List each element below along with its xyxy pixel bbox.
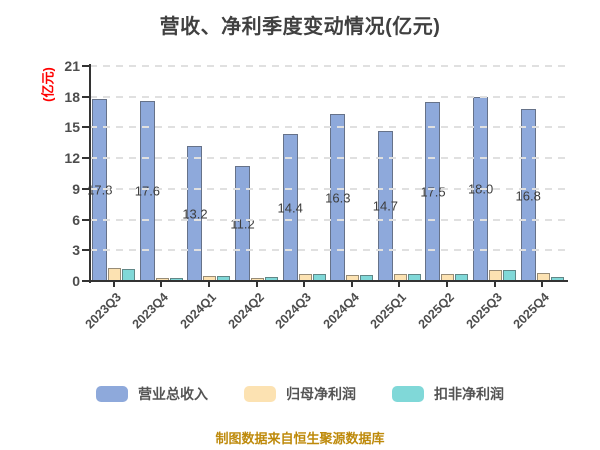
net-profit-bar — [441, 274, 455, 281]
y-tick-label: 18 — [64, 88, 80, 105]
x-tick — [541, 281, 544, 287]
x-tick — [160, 281, 163, 287]
y-tick-label: 15 — [64, 119, 80, 136]
bar-group-2025Q4: 16.8 — [516, 66, 566, 281]
legend-label-non-recurring-profit: 扣非净利润 — [434, 386, 504, 402]
non-recurring-profit-bar — [455, 274, 469, 281]
non-recurring-profit-swatch-icon — [392, 386, 424, 402]
bar-value-label: 17.8 — [87, 182, 113, 198]
chart-title: 营收、净利季度变动情况(亿元) — [159, 16, 441, 38]
bar-group-2024Q2: 11.2 — [230, 66, 281, 281]
net-profit-bar — [346, 275, 360, 281]
bar-group-2023Q3: 17.8 — [87, 66, 138, 281]
legend: 营业总收入 归母净利润 扣非净利润 — [0, 384, 600, 404]
gridline — [90, 187, 566, 190]
x-tick — [446, 281, 448, 287]
bar-value-label: 14.4 — [277, 200, 303, 216]
y-tick — [82, 218, 89, 221]
bar-value-label: 14.7 — [372, 198, 399, 214]
gridline — [90, 157, 566, 160]
bar-value-label: 16.8 — [515, 188, 541, 203]
y-tick — [82, 187, 89, 190]
non-recurring-profit-bar — [122, 269, 136, 281]
x-tick — [208, 281, 210, 287]
y-tick — [82, 157, 89, 160]
non-recurring-profit-bar — [312, 274, 326, 281]
net-profit-bar — [489, 269, 503, 281]
y-tick — [82, 126, 89, 129]
legend-label-revenue: 营业总收入 — [138, 386, 208, 402]
legend-label-net-profit: 归母净利润 — [286, 386, 356, 402]
non-recurring-profit-bar — [169, 277, 183, 281]
non-recurring-profit-bar — [503, 270, 517, 281]
net-profit-bar — [251, 277, 265, 281]
x-tick — [255, 281, 258, 287]
y-tick-label: 9 — [72, 180, 80, 197]
non-recurring-profit-bar — [550, 276, 564, 281]
revenue-swatch-icon — [96, 386, 128, 402]
non-recurring-profit-bar — [407, 274, 421, 281]
bar-value-label: 13.2 — [182, 206, 208, 222]
x-tick — [303, 281, 306, 287]
non-recurring-profit-bar — [265, 277, 279, 281]
net-profit-bar — [108, 268, 122, 281]
legend-item-revenue: 营业总收入 — [96, 384, 208, 404]
non-recurring-profit-bar — [217, 275, 231, 281]
y-axis-line — [89, 64, 91, 283]
y-tick-label: 0 — [72, 273, 80, 289]
net-profit-swatch-icon — [244, 386, 276, 402]
revenue-bar: 13.2 — [182, 145, 208, 281]
x-tick — [350, 281, 353, 287]
revenue-bar: 17.8 — [87, 98, 112, 281]
net-profit-bar — [298, 273, 312, 281]
y-tick — [82, 249, 89, 252]
bar-value-label: 17.5 — [420, 184, 446, 200]
bar-group-2024Q4: 16.3 — [325, 66, 376, 281]
y-tick — [82, 65, 89, 67]
bar-group-2023Q4: 17.6 — [135, 66, 186, 281]
revenue-bar: 14.4 — [278, 133, 303, 281]
y-tick — [82, 280, 89, 282]
x-tick — [398, 281, 401, 287]
y-tick-label: 21 — [64, 58, 80, 74]
gridline — [90, 126, 566, 129]
gridline — [90, 218, 566, 221]
net-profit-bar — [536, 273, 550, 281]
net-profit-bar — [155, 277, 169, 281]
gridline — [90, 65, 566, 67]
legend-item-net-profit: 归母净利润 — [244, 384, 356, 404]
y-tick-label: 6 — [72, 211, 80, 228]
x-axis-line — [88, 280, 568, 282]
gridline — [90, 249, 566, 252]
legend-item-non-recurring-profit: 扣非净利润 — [392, 384, 504, 404]
revenue-bar: 11.2 — [230, 166, 255, 281]
revenue-bar: 16.8 — [516, 109, 541, 281]
revenue-bar: 17.5 — [420, 101, 446, 281]
bar-group-2025Q1: 14.7 — [373, 66, 424, 281]
bar-value-label: 16.3 — [325, 190, 351, 206]
gridline — [90, 95, 566, 98]
y-tick — [82, 95, 89, 98]
revenue-bar: 14.7 — [373, 130, 398, 281]
bar-value-label: 17.6 — [134, 183, 161, 199]
y-tick-label: 3 — [72, 242, 80, 259]
revenue-bar: 16.3 — [325, 114, 350, 281]
data-source-note: 制图数据来自恒生聚源数据库 — [215, 431, 385, 446]
bar-group-2024Q3: 14.4 — [278, 66, 328, 281]
y-tick-label: 12 — [64, 150, 80, 167]
bar-group-2024Q1: 13.2 — [182, 66, 233, 281]
revenue-bar: 17.6 — [135, 100, 160, 281]
net-profit-bar — [203, 276, 217, 281]
x-tick — [493, 281, 496, 287]
net-profit-bar — [393, 274, 407, 281]
non-recurring-profit-bar — [360, 274, 374, 281]
x-tick — [112, 281, 115, 287]
